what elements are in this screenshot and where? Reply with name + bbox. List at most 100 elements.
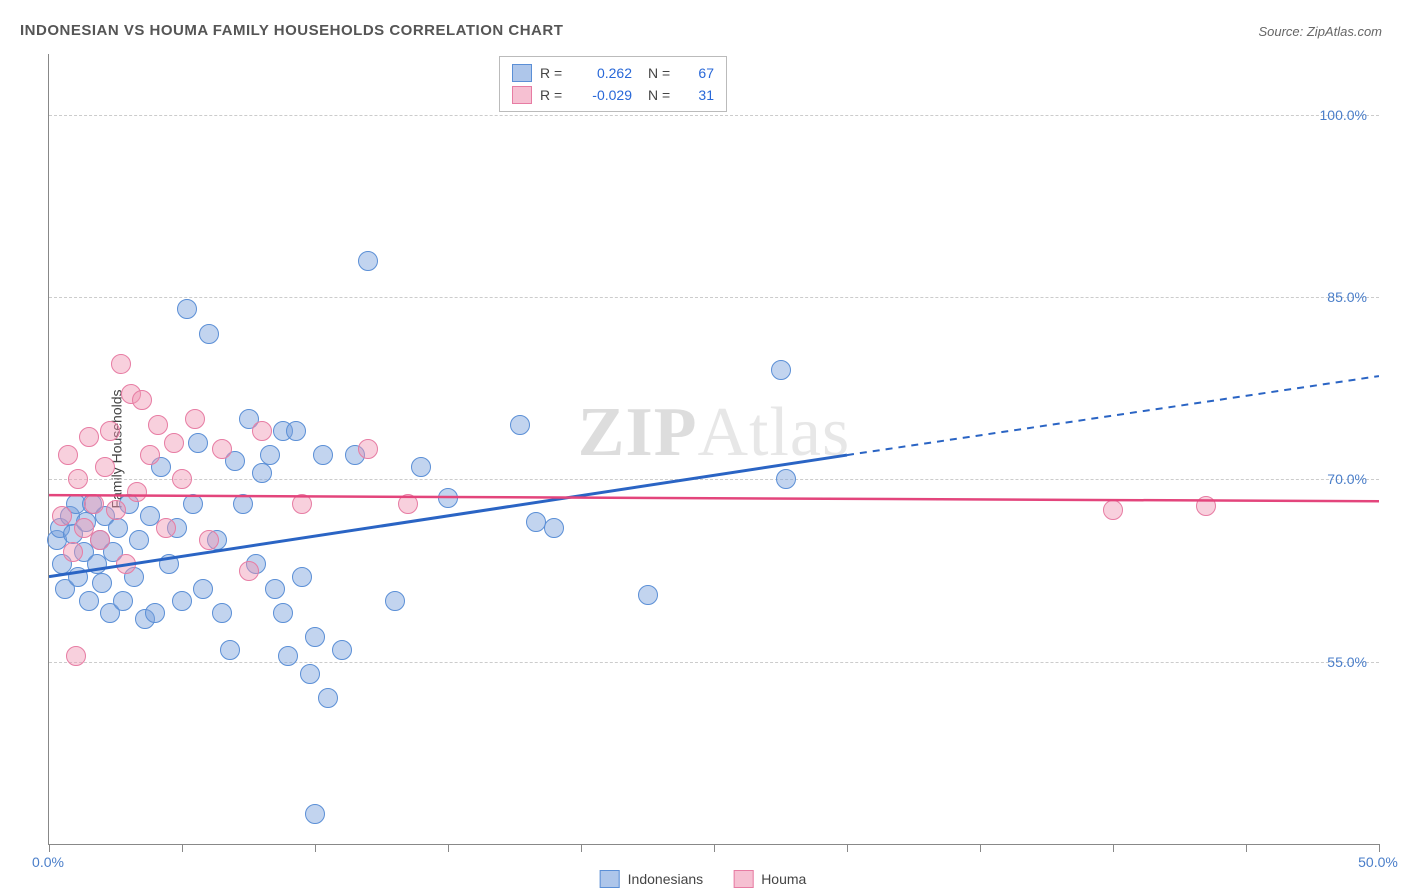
xtick [49, 844, 50, 852]
xtick [1246, 844, 1247, 852]
legend-correlation-box: R = 0.262 N = 67 R = -0.029 N = 31 [499, 56, 727, 112]
point-indonesians [411, 457, 431, 477]
point-indonesians [199, 324, 219, 344]
legend-item-houma: Houma [733, 870, 806, 888]
point-indonesians [68, 567, 88, 587]
point-indonesians [300, 664, 320, 684]
n-label: N = [648, 87, 676, 103]
xtick-label: 0.0% [32, 854, 64, 870]
swatch-blue [512, 64, 532, 82]
r-label: R = [540, 87, 568, 103]
ytick-label: 55.0% [1327, 654, 1367, 670]
point-indonesians [193, 579, 213, 599]
xtick [714, 844, 715, 852]
point-indonesians [544, 518, 564, 538]
point-houma [68, 469, 88, 489]
point-houma [116, 554, 136, 574]
r-value-houma: -0.029 [576, 87, 632, 103]
swatch-pink [733, 870, 753, 888]
ytick-label: 70.0% [1327, 471, 1367, 487]
xtick [980, 844, 981, 852]
point-indonesians [212, 603, 232, 623]
point-indonesians [278, 646, 298, 666]
plot-area: Family Households R = 0.262 N = 67 R = -… [48, 54, 1379, 845]
r-label: R = [540, 65, 568, 81]
point-houma [52, 506, 72, 526]
swatch-pink [512, 86, 532, 104]
n-value-indonesians: 67 [684, 65, 714, 81]
xtick-label: 50.0% [1358, 854, 1398, 870]
point-indonesians [776, 469, 796, 489]
point-houma [148, 415, 168, 435]
gridline-h [49, 115, 1379, 116]
point-houma [398, 494, 418, 514]
point-indonesians [286, 421, 306, 441]
point-indonesians [252, 463, 272, 483]
legend-row-indonesians: R = 0.262 N = 67 [512, 62, 714, 84]
xtick [182, 844, 183, 852]
ytick-label: 100.0% [1320, 107, 1367, 123]
point-indonesians [318, 688, 338, 708]
point-houma [212, 439, 232, 459]
point-houma [100, 421, 120, 441]
point-houma [252, 421, 272, 441]
point-indonesians [113, 591, 133, 611]
point-indonesians [159, 554, 179, 574]
xtick [847, 844, 848, 852]
point-indonesians [188, 433, 208, 453]
legend-row-houma: R = -0.029 N = 31 [512, 84, 714, 106]
chart-title: INDONESIAN VS HOUMA FAMILY HOUSEHOLDS CO… [20, 22, 563, 39]
point-houma [58, 445, 78, 465]
xtick [1113, 844, 1114, 852]
point-indonesians [92, 573, 112, 593]
point-houma [358, 439, 378, 459]
xtick [581, 844, 582, 852]
point-indonesians [129, 530, 149, 550]
point-houma [66, 646, 86, 666]
point-houma [140, 445, 160, 465]
point-houma [292, 494, 312, 514]
point-houma [127, 482, 147, 502]
point-houma [156, 518, 176, 538]
point-houma [164, 433, 184, 453]
point-houma [199, 530, 219, 550]
point-houma [1196, 496, 1216, 516]
point-indonesians [220, 640, 240, 660]
swatch-blue [600, 870, 620, 888]
point-indonesians [526, 512, 546, 532]
point-houma [111, 354, 131, 374]
gridline-h [49, 479, 1379, 480]
xtick [315, 844, 316, 852]
point-indonesians [305, 804, 325, 824]
point-houma [95, 457, 115, 477]
point-houma [106, 500, 126, 520]
point-indonesians [510, 415, 530, 435]
point-indonesians [172, 591, 192, 611]
point-indonesians [265, 579, 285, 599]
source-label: Source: ZipAtlas.com [1258, 24, 1382, 39]
point-indonesians [273, 603, 293, 623]
point-indonesians [177, 299, 197, 319]
point-indonesians [108, 518, 128, 538]
point-indonesians [305, 627, 325, 647]
point-indonesians [358, 251, 378, 271]
point-houma [84, 494, 104, 514]
point-indonesians [260, 445, 280, 465]
y-axis-label: Family Households [109, 389, 125, 508]
point-indonesians [79, 591, 99, 611]
point-houma [1103, 500, 1123, 520]
gridline-h [49, 297, 1379, 298]
legend-item-indonesians: Indonesians [600, 870, 704, 888]
xtick [1379, 844, 1380, 852]
point-houma [79, 427, 99, 447]
ytick-label: 85.0% [1327, 289, 1367, 305]
point-houma [185, 409, 205, 429]
point-houma [132, 390, 152, 410]
point-indonesians [183, 494, 203, 514]
point-indonesians [438, 488, 458, 508]
point-indonesians [332, 640, 352, 660]
point-houma [172, 469, 192, 489]
xtick [448, 844, 449, 852]
point-indonesians [292, 567, 312, 587]
trend-lines [49, 54, 1379, 844]
